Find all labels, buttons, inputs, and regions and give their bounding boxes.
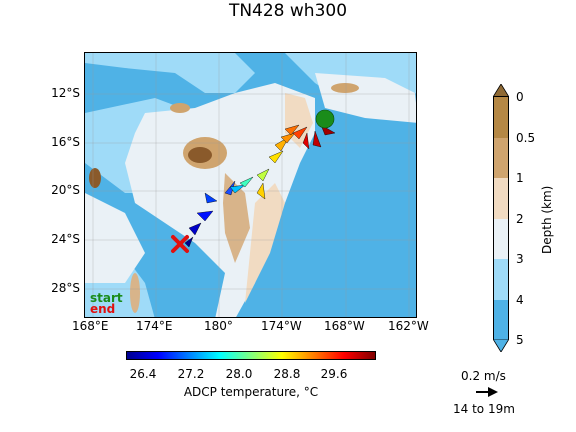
lat-tick-label: 28°S <box>51 281 80 295</box>
temperature-colorbar <box>126 351 376 360</box>
depth-tick-label: 4 <box>516 293 524 307</box>
temperature-tick-label: 28.0 <box>225 367 253 381</box>
island-shoal <box>130 273 140 313</box>
ridge-shoal <box>245 183 285 303</box>
lon-tick-label: 168°E <box>72 319 109 333</box>
depth-band <box>494 218 508 260</box>
lon-tick-label: 174°W <box>261 319 302 333</box>
vector-arrow <box>184 236 194 248</box>
lon-tick-label: 162°W <box>388 319 429 333</box>
lon-tick-label: 180° <box>204 319 233 333</box>
vector-scale-arrow <box>476 387 498 397</box>
temperature-colorbar-label: ADCP temperature, °C <box>183 385 319 399</box>
depth-tick-label: 1 <box>516 171 524 185</box>
plot-title: TN428 wh300 <box>228 1 348 21</box>
graticule <box>85 53 416 317</box>
temperature-tick-label: 27.2 <box>177 367 205 381</box>
ridge-shoal <box>223 173 250 263</box>
vector-arrow <box>256 182 266 200</box>
bathymetry-map <box>84 52 417 318</box>
vector-scale-speed: 0.2 m/s <box>461 369 506 383</box>
vector-arrow <box>188 222 202 236</box>
vector-arrow <box>196 210 214 222</box>
lat-tick-label: 24°S <box>51 232 80 246</box>
depth-tick-label: 5 <box>516 333 524 347</box>
depth-colorbar-top-cap <box>493 84 509 97</box>
temperature-tick-label: 26.4 <box>129 367 157 381</box>
island <box>89 168 101 188</box>
vector-arrow <box>292 126 308 140</box>
vector-arrow <box>239 176 254 188</box>
legend-end-label: end <box>90 302 116 316</box>
depth-tick-label: 3 <box>516 252 524 266</box>
end-marker <box>171 235 189 253</box>
vector-arrow <box>280 132 296 144</box>
lon-tick-label: 168°W <box>324 319 365 333</box>
current-vectors <box>184 124 336 248</box>
vector-arrow <box>256 168 270 182</box>
temperature-tick-label: 28.8 <box>273 367 301 381</box>
lon-tick-label: 174°E <box>136 319 173 333</box>
ocean-mid-band <box>85 53 255 93</box>
depth-colorbar <box>493 96 509 340</box>
depth-band <box>494 97 508 138</box>
depth-colorbar-label: Depth (km) <box>540 185 554 254</box>
island-shoal <box>170 103 190 113</box>
lat-tick-label: 12°S <box>51 86 80 100</box>
depth-band <box>494 178 508 219</box>
vector-arrow <box>204 192 218 204</box>
legend-start-label: start <box>90 291 123 305</box>
vector-scale-depth-range: 14 to 19m <box>453 402 515 416</box>
shallow-plateau <box>85 193 145 283</box>
depth-colorbar-bottom-cap <box>493 339 509 352</box>
island <box>188 147 212 163</box>
depth-tick-label: 0.5 <box>516 131 536 145</box>
vector-arrow <box>302 132 310 150</box>
temperature-tick-label: 29.6 <box>320 367 348 381</box>
depth-band <box>494 259 508 300</box>
map-canvas <box>85 53 416 317</box>
shallow-plateau <box>125 83 315 317</box>
island-shoal <box>331 83 359 93</box>
vector-arrow <box>268 150 284 164</box>
depth-tick-label: 0 <box>516 90 524 104</box>
depth-band <box>494 137 508 179</box>
lat-tick-label: 16°S <box>51 135 80 149</box>
lat-tick-label: 20°S <box>51 183 80 197</box>
vector-arrow <box>284 124 300 136</box>
vector-arrow <box>229 184 246 194</box>
depth-band <box>494 299 508 339</box>
depth-tick-label: 2 <box>516 212 524 226</box>
start-marker <box>315 109 335 129</box>
vector-arrow <box>312 130 322 148</box>
